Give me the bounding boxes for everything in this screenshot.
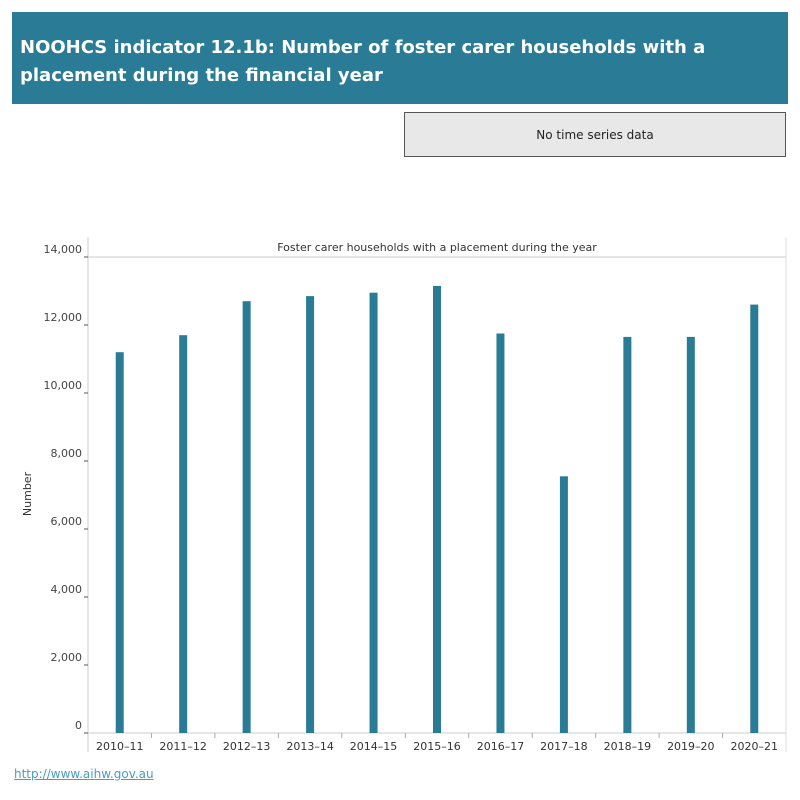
x-tick-label: 2012–13: [223, 740, 271, 753]
x-tick-label: 2010–11: [96, 740, 144, 753]
x-tick-label: 2011–12: [159, 740, 207, 753]
x-tick-label: 2018–19: [604, 740, 652, 753]
y-tick-label: 8,000: [51, 447, 83, 460]
chart-title: Foster carer households with a placement…: [277, 241, 597, 254]
x-tick-label: 2016–17: [477, 740, 525, 753]
bar: [242, 301, 251, 733]
x-tick-label: 2014–15: [350, 740, 398, 753]
y-tick-label: 6,000: [51, 515, 83, 528]
bar: [369, 292, 378, 733]
notice-text: No time series data: [536, 127, 654, 142]
bar: [496, 333, 505, 733]
y-axis-label: Number: [21, 471, 34, 516]
bar: [686, 336, 695, 733]
y-tick-label: 0: [75, 719, 82, 732]
no-time-series-notice: No time series data: [404, 112, 786, 157]
bar: [115, 352, 124, 733]
x-tick-label: 2015–16: [413, 740, 461, 753]
x-tick-label: 2019–20: [667, 740, 715, 753]
y-tick-label: 14,000: [44, 243, 83, 256]
y-tick-label: 12,000: [44, 311, 83, 324]
x-tick-label: 2017–18: [540, 740, 588, 753]
bar: [559, 476, 568, 733]
y-tick-label: 4,000: [51, 583, 83, 596]
bar: [623, 336, 632, 733]
page-title: NOOHCS indicator 12.1b: Number of foster…: [20, 37, 706, 86]
bar: [179, 335, 188, 733]
bar: [750, 304, 759, 733]
bar: [306, 296, 315, 733]
x-tick-label: 2020–21: [731, 740, 779, 753]
y-tick-label: 10,000: [44, 379, 83, 392]
aihw-link[interactable]: http://www.aihw.gov.au: [14, 767, 154, 781]
x-tick-label: 2013–14: [286, 740, 334, 753]
y-tick-label: 2,000: [51, 651, 83, 664]
bar: [433, 285, 441, 733]
page-header: NOOHCS indicator 12.1b: Number of foster…: [12, 12, 788, 104]
